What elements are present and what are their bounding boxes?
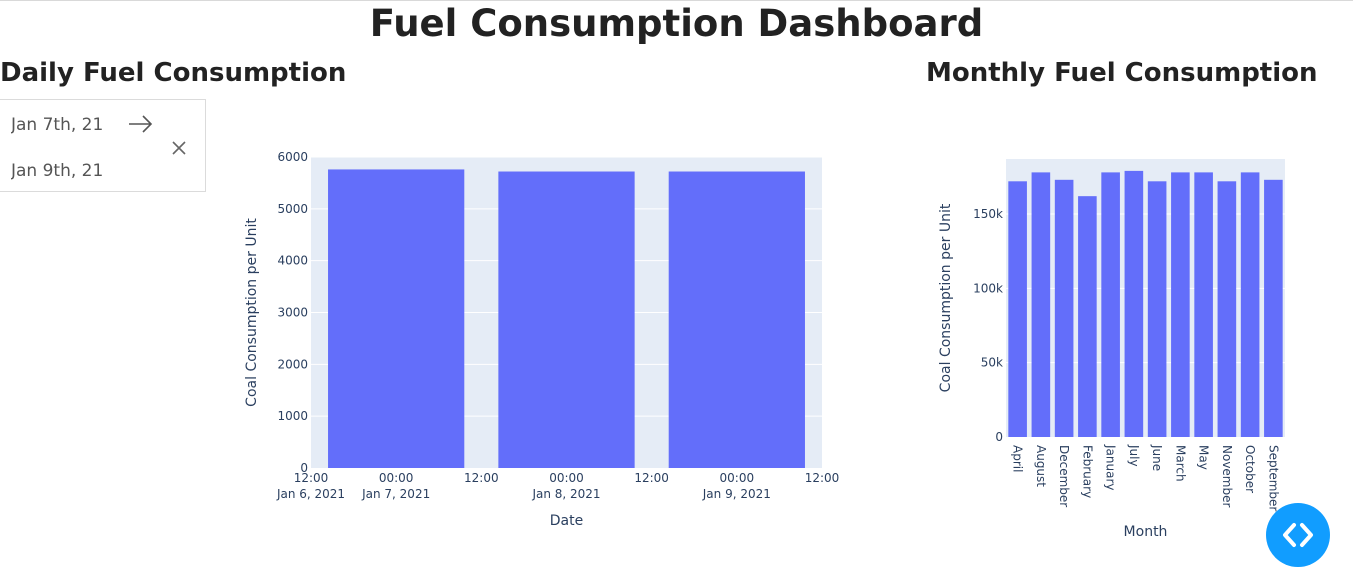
x-tick-label: 12:00 [464, 471, 499, 485]
x-tick-sublabel: Jan 9, 2021 [702, 487, 771, 501]
bar [1194, 172, 1213, 437]
close-icon[interactable] [170, 139, 188, 157]
x-tick-label: October [1243, 445, 1257, 493]
y-tick-label: 0 [300, 461, 308, 475]
x-tick-label: August [1034, 445, 1048, 487]
x-tick-label: 00:00 [720, 471, 755, 485]
y-tick-label: 100k [973, 281, 1003, 295]
bar [1217, 181, 1237, 437]
y-tick-label: 0 [995, 430, 1003, 444]
x-tick-label: 12:00 [294, 471, 329, 485]
start-date-input[interactable] [11, 111, 121, 139]
y-tick-label: 1000 [277, 409, 308, 423]
x-tick-label: December [1057, 445, 1071, 507]
y-axis-title: Coal Consumption per Unit [938, 203, 954, 392]
bar [498, 171, 635, 468]
x-tick-label: June [1150, 444, 1164, 471]
x-tick-label: September [1266, 445, 1280, 511]
x-tick-sublabel: Jan 7, 2021 [361, 487, 430, 501]
x-tick-sublabel: Jan 8, 2021 [531, 487, 600, 501]
x-tick-label: 00:00 [549, 471, 584, 485]
x-tick-label: 12:00 [634, 471, 669, 485]
x-axis-title: Date [550, 513, 583, 529]
bar [1008, 181, 1027, 437]
bar [1031, 172, 1051, 437]
page-title: Fuel Consumption Dashboard [369, 2, 984, 45]
x-tick-label: April [1011, 445, 1025, 472]
y-tick-label: 3000 [277, 306, 308, 320]
x-tick-label: November [1220, 445, 1234, 507]
bar [1171, 172, 1190, 437]
y-tick-label: 5000 [277, 202, 308, 216]
y-tick-label: 6000 [277, 150, 308, 164]
x-tick-label: 12:00 [805, 471, 840, 485]
bar [1078, 196, 1097, 437]
end-date-input[interactable] [11, 157, 121, 185]
daily-section-title: Daily Fuel Consumption [0, 58, 347, 88]
bar [1054, 179, 1074, 437]
x-tick-sublabel: Jan 6, 2021 [276, 487, 345, 501]
code-toggle-button[interactable] [1266, 503, 1330, 567]
plot-background [1006, 159, 1285, 437]
bar [1240, 172, 1260, 437]
top-border [0, 0, 1353, 1]
date-range-picker[interactable] [0, 99, 206, 192]
bar [1124, 170, 1144, 437]
y-tick-label: 150k [973, 207, 1003, 221]
bar [668, 171, 805, 468]
x-tick-label: July [1127, 444, 1141, 467]
bar [1147, 181, 1167, 437]
x-tick-label: February [1080, 445, 1094, 498]
x-axis-title: Month [1124, 524, 1168, 540]
x-tick-label: January [1104, 444, 1118, 491]
x-tick-label: March [1173, 445, 1187, 482]
x-tick-label: May [1197, 445, 1211, 470]
arrow-right-icon [129, 115, 153, 133]
bar [1101, 172, 1120, 437]
y-axis-title: Coal Consumption per Unit [244, 218, 260, 407]
bar [1264, 179, 1283, 437]
bar [328, 169, 465, 468]
monthly-section-title: Monthly Fuel Consumption [926, 58, 1318, 88]
y-tick-label: 4000 [277, 254, 308, 268]
y-tick-label: 2000 [277, 357, 308, 371]
code-brackets-icon [1283, 523, 1313, 547]
x-tick-label: 00:00 [379, 471, 414, 485]
y-tick-label: 50k [981, 356, 1003, 370]
